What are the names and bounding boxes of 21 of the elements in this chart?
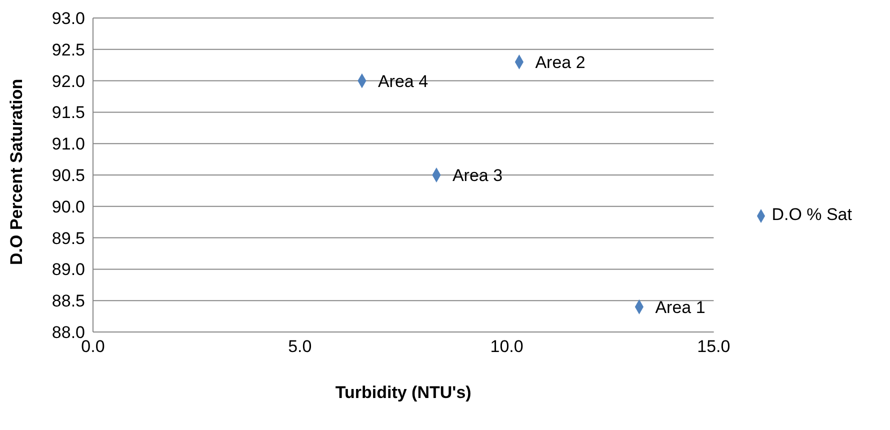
x-tick-label: 5.0 bbox=[288, 337, 312, 356]
y-axis-title: D.O Percent Saturation bbox=[7, 78, 26, 265]
annotation: Area 2 bbox=[535, 52, 586, 72]
x-axis-title: Turbidity (NTU's) bbox=[335, 383, 472, 402]
x-tick-label: 10.0 bbox=[490, 337, 524, 356]
annotation: Area 1 bbox=[655, 298, 706, 317]
y-tick-label: 88.5 bbox=[52, 292, 85, 311]
y-tick-label: 92.0 bbox=[52, 72, 85, 91]
y-tick-label: 90.0 bbox=[52, 197, 85, 216]
y-tick-label: 90.5 bbox=[52, 166, 85, 186]
annotation: Area 4 bbox=[378, 72, 428, 91]
legend-label: D.O % Sat bbox=[772, 205, 852, 224]
y-tick-label: 89.5 bbox=[52, 228, 85, 248]
x-tick-label: 0.0 bbox=[81, 337, 105, 356]
x-tick-label: 15.0 bbox=[697, 337, 730, 356]
y-tick-label: 93.0 bbox=[52, 9, 85, 28]
y-tick-label: 92.5 bbox=[52, 40, 85, 60]
y-tick-label: 91.0 bbox=[52, 134, 85, 154]
y-tick-label: 91.5 bbox=[52, 103, 85, 122]
y-tick-label: 89.0 bbox=[52, 260, 85, 280]
annotation: Area 3 bbox=[452, 166, 503, 186]
